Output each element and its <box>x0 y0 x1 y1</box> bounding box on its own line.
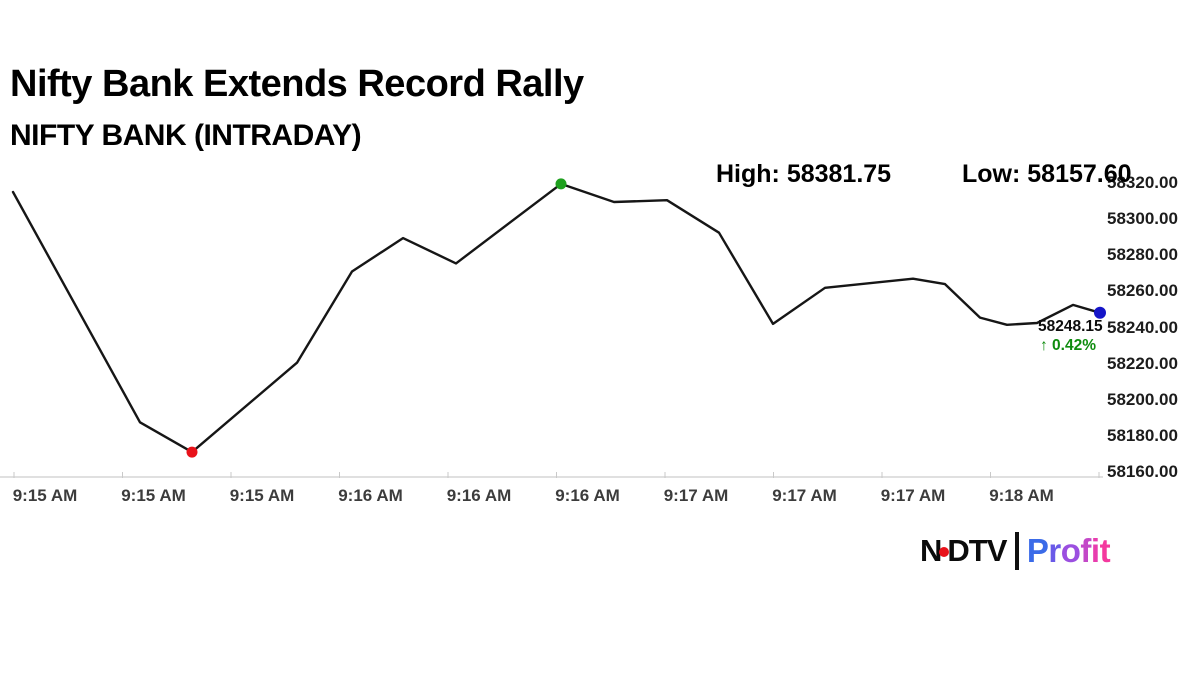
change-percent-label: ↑ 0.42% <box>1040 337 1097 354</box>
y-axis-label: 58200.00 <box>1107 389 1178 409</box>
logo-divider <box>1015 532 1019 570</box>
y-axis-label: 58260.00 <box>1107 281 1178 301</box>
high-point-dot <box>555 178 567 190</box>
last-price-label: 58248.15 <box>1038 318 1103 335</box>
price-polyline <box>11 182 1102 454</box>
page-title: Nifty Bank Extends Record Rally <box>10 63 584 105</box>
profit-letter: f <box>1080 532 1091 569</box>
x-axis-ticks <box>13 472 1100 478</box>
y-axis-label: 58300.00 <box>1107 209 1178 229</box>
chart-subtitle: NIFTY BANK (INTRADAY) <box>10 119 362 152</box>
x-axis-label: 9:16 AM <box>555 486 620 505</box>
x-axis-label: 9:16 AM <box>446 486 512 505</box>
x-axis-label: 9:17 AM <box>663 486 729 505</box>
x-axis-label: 9:18 AM <box>989 486 1054 505</box>
profit-letter: P <box>1026 532 1049 569</box>
ndtv-letters-dtv: DTV <box>947 533 1007 568</box>
profit-letter: t <box>1099 532 1111 569</box>
low-point-dot <box>186 446 198 458</box>
high-value-label: High: 58381.75 <box>716 160 892 188</box>
x-axis-label: 9:15 AM <box>12 486 78 505</box>
x-axis-label: 9:17 AM <box>880 486 946 505</box>
ndtv-letter-n: N <box>920 533 942 568</box>
x-axis-label: 9:17 AM <box>772 486 837 505</box>
y-axis-label: 58240.00 <box>1107 317 1178 337</box>
y-axis-label: 58220.00 <box>1107 353 1178 373</box>
profit-letter: i <box>1090 532 1100 569</box>
y-axis-label: 58280.00 <box>1107 245 1178 265</box>
ndtv-red-dot-icon <box>939 547 950 557</box>
y-axis-label: 58320.00 <box>1107 173 1178 192</box>
profit-letter: r <box>1048 532 1061 569</box>
profit-letter: o <box>1060 532 1081 569</box>
low-value-label: Low: 58157.60 <box>962 160 1132 188</box>
y-axis-label: 58180.00 <box>1107 425 1178 445</box>
x-axis-label: 9:15 AM <box>229 486 295 505</box>
y-axis-label: 58160.00 <box>1107 462 1178 481</box>
x-axis-label: 9:16 AM <box>338 486 403 505</box>
ndtv-wordmark: N DTV <box>920 533 1007 569</box>
latest-point-dot <box>1094 306 1106 319</box>
x-axis-label: 9:15 AM <box>121 486 186 505</box>
